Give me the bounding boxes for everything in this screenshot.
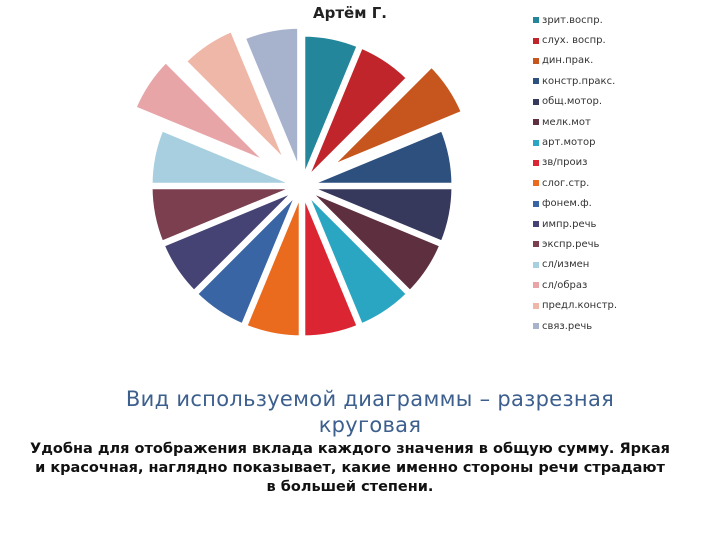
pie-slice-2: [301, 42, 413, 185]
legend-swatch: [533, 159, 539, 166]
legend-item: сл/образ: [533, 275, 713, 295]
legend-swatch: [533, 180, 539, 187]
legend-label: дин.прак.: [542, 55, 594, 67]
chart-type-caption: Вид используемой диаграммы – разрезная к…: [125, 387, 615, 437]
legend-item: констр.пракс.: [533, 71, 713, 91]
legend-item: импр.речь: [533, 214, 713, 234]
legend-item: слог.стр.: [533, 173, 713, 193]
legend-swatch: [533, 282, 539, 289]
pie-chart: [130, 23, 467, 338]
legend-label: предл.констр.: [542, 300, 618, 312]
legend-swatch: [533, 57, 539, 64]
legend-swatch: [533, 37, 539, 44]
legend-item: экспр.речь: [533, 234, 713, 254]
legend-label: импр.речь: [542, 218, 597, 230]
legend-swatch: [533, 139, 539, 146]
chart-legend: зрит.воспр. слух. воспр. дин.прак. констр.п…: [533, 10, 713, 336]
legend-item: слух. воспр.: [533, 30, 713, 50]
legend-swatch: [533, 78, 539, 85]
legend-label: зрит.воспр.: [542, 14, 603, 26]
pie-slice-16: [239, 23, 303, 176]
legend-item: сл/измен: [533, 255, 713, 275]
legend-swatch: [533, 119, 539, 126]
legend-swatch: [533, 302, 539, 309]
legend-swatch: [533, 261, 539, 268]
chart-description: Удобна для отображения вклада каждого зн…: [30, 441, 670, 495]
legend-item: дин.прак.: [533, 51, 713, 71]
legend-item: мелк.мот: [533, 112, 713, 132]
legend-label: фонем.ф.: [542, 198, 592, 210]
legend-label: экспр.речь: [542, 238, 600, 250]
legend-swatch: [533, 241, 539, 248]
legend-label: общ.мотор.: [542, 96, 603, 108]
legend-label: слух. воспр.: [542, 35, 606, 47]
legend-item: общ.мотор.: [533, 92, 713, 112]
legend-swatch: [533, 200, 539, 207]
pie-slice-3: [325, 61, 467, 172]
legend-label: арт.мотор: [542, 137, 596, 149]
legend-label: констр.пракс.: [542, 75, 616, 87]
legend-label: слог.стр.: [542, 177, 590, 189]
chart-title: Артём Г.: [313, 4, 387, 22]
legend-item: зв/произ: [533, 153, 713, 173]
pie-slice-13: [147, 125, 300, 188]
legend-swatch: [533, 323, 539, 330]
legend-label: зв/произ: [542, 157, 588, 169]
legend-label: сл/образ: [542, 279, 588, 291]
legend-item: предл.констр.: [533, 295, 713, 315]
legend-item: фонем.ф.: [533, 194, 713, 214]
legend-item: арт.мотор: [533, 132, 713, 152]
legend-label: сл/измен: [542, 259, 590, 271]
legend-item: зрит.воспр.: [533, 10, 713, 30]
pie-slice-14: [130, 56, 273, 168]
legend-swatch: [533, 17, 539, 24]
legend-label: мелк.мот: [542, 116, 591, 128]
legend-label: связ.речь: [542, 320, 593, 332]
legend-swatch: [533, 98, 539, 105]
legend-item: связ.речь: [533, 316, 713, 336]
pie-slice-15: [180, 26, 291, 168]
legend-swatch: [533, 221, 539, 228]
